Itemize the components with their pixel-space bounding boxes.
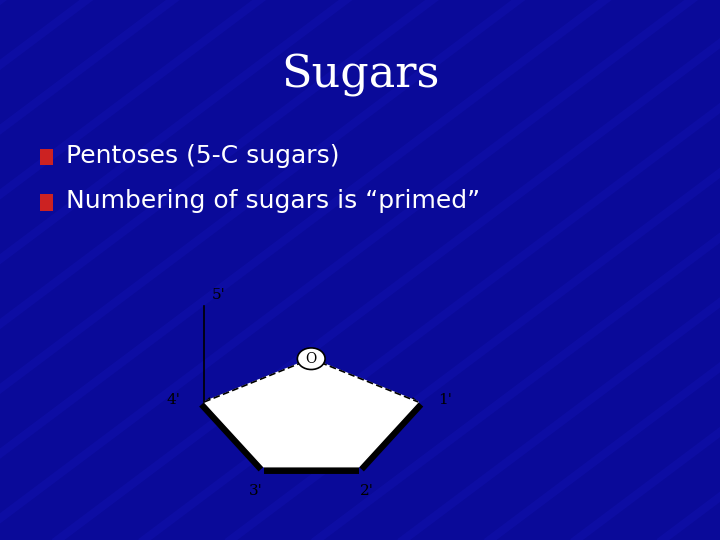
Circle shape <box>297 348 325 369</box>
Text: 4': 4' <box>166 393 181 407</box>
Text: O: O <box>305 352 317 366</box>
Text: Pentoses (5-C sugars): Pentoses (5-C sugars) <box>66 144 339 167</box>
Text: 5': 5' <box>212 288 226 302</box>
Text: 1': 1' <box>438 393 452 407</box>
Text: Numbering of sugars is “primed”: Numbering of sugars is “primed” <box>66 190 480 213</box>
Polygon shape <box>204 359 418 467</box>
Bar <box>40 194 53 211</box>
Text: 2': 2' <box>360 484 374 498</box>
Text: 3': 3' <box>249 484 263 498</box>
Text: Sugars: Sugars <box>281 54 439 97</box>
Bar <box>40 148 53 165</box>
